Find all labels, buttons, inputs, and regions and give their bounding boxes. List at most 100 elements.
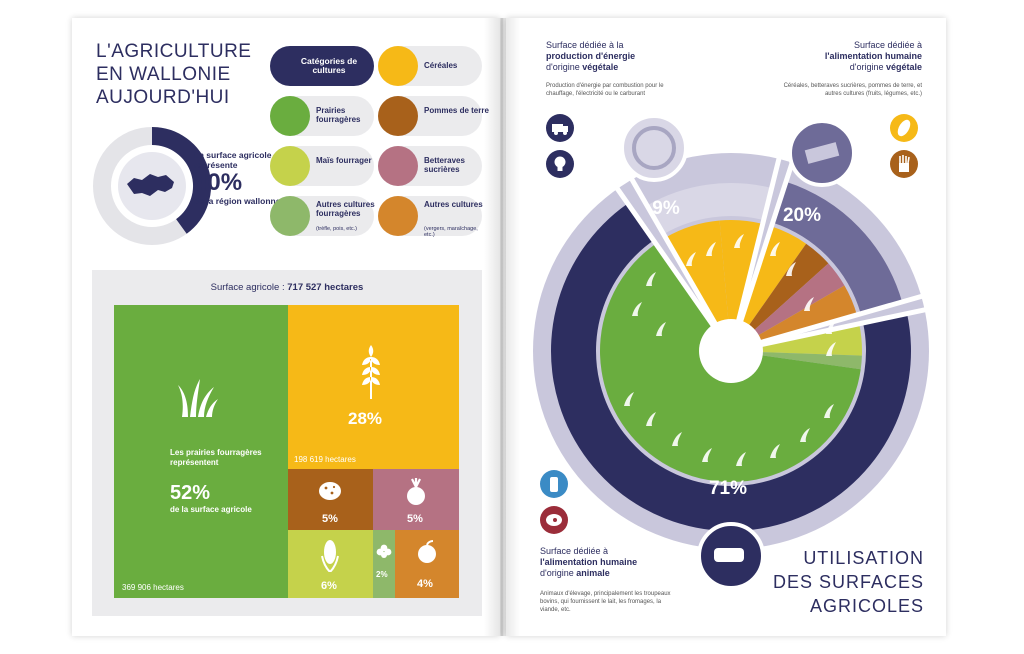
donut-arc (151, 127, 211, 234)
grass-icon (270, 96, 310, 136)
inner-veg-cereales (740, 226, 807, 327)
human-animal-line-2: l'alimentation humaine (540, 557, 638, 567)
crop-icon-6 (632, 302, 642, 316)
crop-icon-3 (770, 242, 780, 256)
treemap-prairies: Les prairies fourragères représentent 52… (114, 305, 288, 598)
treemap-title-value: 717 527 hectares (287, 282, 364, 293)
energy-percent: 9% (652, 198, 680, 219)
energy-heading: Surface dédiée à la production d'énergie… (546, 40, 686, 73)
mais-percent: 6% (321, 580, 337, 592)
prairies-text: Les prairies fourragères représentent (170, 448, 262, 467)
energy-line-2: production d'énergie (546, 51, 636, 61)
crop-icon-8 (804, 297, 814, 311)
donut-label-bottom: de la région wallonne (194, 196, 281, 206)
inner-energy-cereales-2 (719, 219, 763, 322)
human-veg-heading: Surface dédiée à l'alimentation humaine … (772, 40, 922, 73)
treemap-panel: Surface agricole : 717 527 hectares Les … (92, 270, 482, 616)
crop-icon-12 (646, 412, 656, 426)
cereales-percent: 28% (348, 409, 383, 428)
separator-1 (735, 156, 782, 325)
potato-icon (378, 96, 418, 136)
beet-icon (407, 478, 425, 505)
separator-4 (757, 306, 928, 348)
category-3: Maïs fourrager (270, 146, 374, 186)
left-title-line-1: L'AGRICULTURE (96, 41, 252, 62)
inner-veg-autres (756, 285, 857, 343)
treemap-cereales: 28% 198 619 hectares (288, 305, 459, 469)
corn-icon (270, 146, 310, 186)
chart-center (699, 319, 763, 383)
category-6: Autres cultures (vergers, maraîchage, etc… (378, 196, 483, 238)
human-veg-line-3-prefix: d'origine (849, 62, 886, 72)
veg-band (772, 181, 903, 314)
crop-icon-15 (736, 452, 746, 466)
human-animal-line-3-prefix: d'origine (540, 568, 577, 578)
category-0: Céréales (378, 46, 482, 86)
category-label: Céréales (424, 61, 458, 70)
human-veg-line-3-bold: végétale (885, 62, 922, 72)
crop-icon-0 (686, 252, 696, 266)
clover-icon (376, 544, 392, 558)
animal-percent: 71% (709, 478, 747, 499)
human-veg-line-2: l'alimentation humaine (824, 51, 922, 61)
inner-prairies (600, 243, 861, 483)
treemap-title-prefix: Surface agricole : (210, 282, 288, 293)
human-veg-line-1: Surface dédiée à (853, 40, 922, 50)
grass-icon (178, 379, 218, 417)
clover-icon (270, 196, 310, 236)
recycle-icon (632, 126, 676, 170)
left-title-line-3: AUJOURD'HUI (96, 87, 230, 108)
truck-icon (546, 114, 574, 142)
crop-icon-16 (770, 444, 780, 458)
energy-line-1: Surface dédiée à la (546, 40, 624, 50)
separator-5 (614, 185, 717, 330)
beet-icon (378, 146, 418, 186)
donut-caption: La surface agricole représente 40% de la… (194, 150, 284, 206)
energy-line-3-prefix: d'origine (546, 62, 583, 72)
autres-fourrageres-percent: 2% (376, 570, 388, 579)
apple-icon (418, 540, 436, 563)
usage-radial-chart: 9% 20% 71% (533, 114, 929, 590)
treemap-betteraves: 5% (373, 469, 459, 530)
category-note: (vergers, maraîchage, etc.) (424, 226, 478, 238)
wheat-icon (378, 46, 418, 86)
crop-icon-5 (646, 272, 656, 286)
treemap-title: Surface agricole : 717 527 hectares (92, 282, 482, 293)
recycle-bubble (620, 114, 688, 182)
crop-icon-10 (826, 342, 836, 356)
left-page: L'AGRICULTURE EN WALLONIE AUJOURD'HUI La… (72, 18, 500, 636)
category-note: (trèfle, pois, etc.) (316, 226, 357, 232)
category-label: Prairies fourragères (316, 106, 361, 124)
treemap-autres: 4% (395, 530, 459, 598)
crop-icon-1 (706, 242, 716, 256)
potato-icon (319, 482, 341, 500)
meat-icon (540, 506, 568, 534)
category-label: Autres cultures (424, 200, 483, 209)
separator-2 (737, 160, 796, 326)
crop-icon-14 (702, 448, 712, 462)
separator-0 (628, 176, 720, 329)
categories-header: Catégories de cultures (270, 46, 374, 86)
energy-sub: Production d'énergie par combustion pour… (546, 83, 664, 97)
crop-icon-13 (672, 432, 682, 446)
right-title: UTILISATION DES SURFACES AGRICOLES (773, 546, 924, 618)
right-title-line-1: UTILISATION (803, 548, 924, 568)
pommes-percent: 5% (322, 513, 338, 525)
human-animal-line-1: Surface dédiée à (540, 546, 609, 556)
human-animal-line-3-bold: animale (576, 568, 610, 578)
category-label: Betteraves sucrières (424, 156, 465, 174)
bulb-icon (546, 150, 574, 178)
donut-label-top: La surface agricole représente (194, 150, 272, 170)
apple-icon (378, 196, 418, 236)
separator-3 (757, 293, 924, 346)
autres-percent: 4% (417, 578, 433, 590)
wallonia-shape (127, 174, 174, 196)
corn-icon (321, 540, 339, 572)
region-donut (93, 127, 211, 245)
donut-percent: 40% (194, 169, 243, 196)
betteraves-percent: 5% (407, 513, 423, 525)
human-veg-sub: Céréales, betteraves sucrières, pommes d… (783, 83, 922, 97)
crop-icon-17 (800, 428, 810, 442)
crop-icon-11 (624, 392, 634, 406)
human-animal-sub: Animaux d'élevage, principalement les tr… (540, 591, 671, 613)
